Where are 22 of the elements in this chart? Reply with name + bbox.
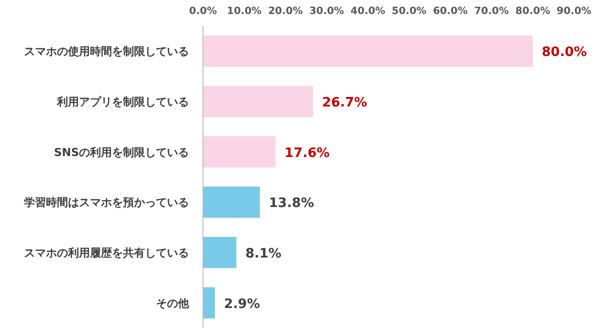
x-tick-label: 70.0% bbox=[474, 6, 509, 17]
data-label: 26.7% bbox=[322, 96, 368, 110]
y-tick-label: SNSの利用を制限している bbox=[54, 146, 189, 159]
data-label: 17.6% bbox=[284, 146, 330, 161]
x-tick-label: 30.0% bbox=[309, 6, 344, 17]
x-tick-label: 20.0% bbox=[268, 6, 303, 17]
x-tick-label: 10.0% bbox=[226, 6, 262, 17]
data-label: 13.8% bbox=[268, 196, 314, 212]
data-label: 80.0% bbox=[542, 45, 587, 60]
x-tick-label: 60.0% bbox=[432, 6, 468, 17]
y-tick-label: 学習時間はスマホを預かっている bbox=[24, 196, 189, 210]
x-tick-label: 40.0% bbox=[350, 6, 386, 17]
y-tick-label: スマホの使用時間を制限している bbox=[24, 45, 189, 58]
x-tick-label: 80.0% bbox=[515, 6, 550, 17]
data-label: 2.9% bbox=[224, 296, 260, 312]
y-tick-label: スマホの利用履歴を共有している bbox=[24, 246, 189, 260]
y-tick-label: 利用アプリを制限している bbox=[56, 96, 189, 108]
y-tick-label: その他 bbox=[156, 296, 190, 310]
x-tick-label: 0.0% bbox=[189, 6, 217, 17]
x-tick-label: 90.0% bbox=[556, 6, 592, 17]
data-label: 8.1% bbox=[245, 246, 282, 262]
x-tick-label: 50.0% bbox=[392, 6, 426, 17]
